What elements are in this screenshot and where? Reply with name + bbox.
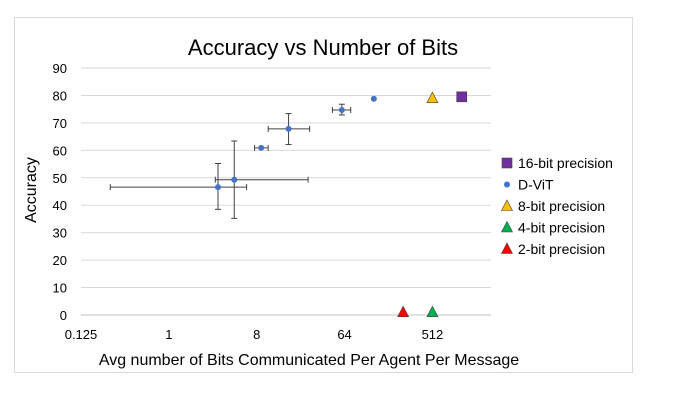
legend-label: 16-bit precision <box>518 155 613 171</box>
data-point <box>231 176 238 183</box>
data-point <box>215 184 222 191</box>
legend-marker <box>504 181 510 188</box>
gridlines <box>81 67 491 289</box>
y-tick-label: 40 <box>53 198 67 213</box>
scatter-chart: Accuracy vs Number of Bits 0 10 20 30 40 50 60… <box>23 35 613 369</box>
chart-title: Accuracy vs Number of Bits <box>188 35 458 60</box>
legend-marker <box>501 199 513 211</box>
y-tick-label: 80 <box>53 88 67 103</box>
y-tick-label: 60 <box>53 143 67 158</box>
data-point <box>397 305 410 318</box>
y-tick-label: 30 <box>53 226 67 241</box>
data-point <box>426 305 439 318</box>
legend-label: 2-bit precision <box>518 241 605 257</box>
x-tick-label: 8 <box>253 327 260 342</box>
x-tick-label: 1 <box>165 327 172 342</box>
x-tick-label: 0.125 <box>65 327 98 342</box>
y-tick-label: 50 <box>53 171 67 186</box>
legend-marker <box>501 157 513 169</box>
y-tick-label: 20 <box>53 253 67 268</box>
data-point <box>338 106 345 113</box>
y-tick-label: 90 <box>53 61 67 76</box>
data-point <box>258 144 265 151</box>
legend-marker <box>501 220 513 233</box>
x-axis-ticks: 0.125 1 8 64 512 <box>65 327 444 342</box>
data-point <box>456 91 468 103</box>
y-axis-title: Accuracy <box>23 157 40 223</box>
data-point <box>370 95 377 102</box>
y-tick-label: 0 <box>60 308 67 323</box>
legend: 16-bit precision D-ViT 8-bit precision 4-bi… <box>501 155 613 257</box>
legend-marker <box>501 242 513 254</box>
y-tick-label: 10 <box>53 281 67 296</box>
legend-label: D-ViT <box>518 177 554 193</box>
error-bars <box>109 103 352 219</box>
y-axis-ticks: 0 10 20 30 40 50 60 70 80 90 <box>53 61 67 323</box>
legend-label: 4-bit precision <box>518 220 605 236</box>
chart-frame: Accuracy vs Number of Bits 0 10 20 30 40 50 60… <box>14 17 633 373</box>
x-axis-title: Avg number of Bits Communicated Per Agen… <box>99 352 519 369</box>
data-point <box>285 125 292 132</box>
data-point <box>426 91 439 103</box>
x-tick-label: 512 <box>422 327 444 342</box>
legend-label: 8-bit precision <box>518 198 605 214</box>
y-tick-label: 70 <box>53 116 67 131</box>
x-tick-label: 64 <box>337 327 351 342</box>
data-markers <box>215 91 468 318</box>
